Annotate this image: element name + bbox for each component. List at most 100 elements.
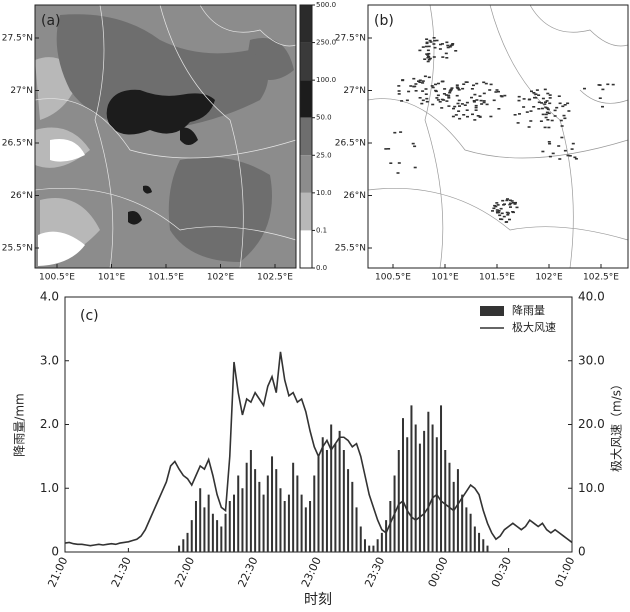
lightning-dot <box>455 84 459 86</box>
lightning-dot <box>495 211 499 213</box>
lightning-dot <box>482 81 486 84</box>
lightning-dot <box>423 58 427 60</box>
y2-tick-label: 20.0 <box>578 417 605 431</box>
lightning-dot <box>505 199 509 202</box>
map-mid <box>56 14 269 131</box>
lightning-dot <box>583 87 586 90</box>
lightning-dot <box>474 106 478 109</box>
lightning-dot <box>548 155 552 158</box>
lightning-dot <box>448 90 452 92</box>
lightning-dot <box>548 142 552 145</box>
lightning-dot <box>426 56 430 59</box>
lightning-dot <box>430 85 434 87</box>
rain-bar <box>233 494 235 552</box>
lightning-dot <box>443 88 447 90</box>
lightning-dot <box>474 104 478 107</box>
lightning-dot <box>457 110 461 112</box>
lightning-dot <box>558 102 562 105</box>
lightning-dot <box>445 100 449 102</box>
lightning-dot <box>568 155 572 157</box>
lightning-dot <box>407 90 411 93</box>
rain-bar <box>342 450 345 552</box>
y-tick-label: 4.0 <box>40 290 59 304</box>
lightning-dot <box>412 77 416 80</box>
rain-bar <box>452 481 455 552</box>
lightning-dot <box>432 43 436 45</box>
lightning-dot <box>497 210 501 212</box>
lightning-dot <box>457 89 461 91</box>
rain-bar <box>423 430 426 552</box>
lightning-dot <box>598 97 602 99</box>
y-tick-label: 0 <box>51 545 59 559</box>
lightning-dot <box>517 95 521 98</box>
lightning-dot <box>537 101 541 104</box>
lightning-dot <box>414 90 418 92</box>
lightning-dot <box>560 136 564 139</box>
rain-bar <box>478 532 481 552</box>
lightning-dot <box>397 90 401 92</box>
x-tick-label: 23:00 <box>299 555 324 589</box>
colorbar-frame <box>299 4 313 269</box>
rain-bar <box>237 475 240 552</box>
lightning-dot <box>566 102 570 105</box>
lightning-dot <box>440 80 444 83</box>
lightning-dot <box>537 94 541 96</box>
lightning-dot <box>458 117 462 120</box>
lightning-dot <box>442 99 446 101</box>
lightning-dot <box>433 39 437 42</box>
rain-bar <box>266 475 269 552</box>
lightning-dot <box>562 114 566 117</box>
rain-bar <box>262 494 265 552</box>
lightning-dot <box>544 106 548 109</box>
lightning-dot <box>426 49 430 52</box>
lightning-dot <box>427 56 431 58</box>
lightning-dot <box>508 218 511 221</box>
rain-bar <box>228 501 231 552</box>
lon-label: 101°E <box>431 273 459 283</box>
lightning-dot <box>418 79 422 82</box>
lightning-dot <box>503 94 507 97</box>
lightning-dot <box>421 99 425 102</box>
colorbar-label: 50.0 <box>316 114 332 122</box>
lat-label: 25.5°N <box>335 244 366 254</box>
colorbar-segment <box>300 80 312 118</box>
lightning-dot <box>479 99 483 102</box>
lightning-dot <box>451 115 455 118</box>
x-tick-label: 01:00 <box>552 555 577 589</box>
x-tick-label: 21:30 <box>109 555 134 589</box>
lightning-dot <box>401 79 405 82</box>
lightning-dot <box>546 92 550 95</box>
y-tick-label: 1.0 <box>40 481 59 495</box>
colorbar-segment <box>300 230 312 268</box>
lat-label: 25.5°N <box>2 244 33 254</box>
lightning-dot <box>457 99 461 102</box>
lightning-dot <box>500 212 504 215</box>
lightning-dot <box>544 113 548 116</box>
lightning-dot <box>393 131 397 134</box>
lightning-dot <box>418 81 422 83</box>
rain-bar <box>207 494 210 552</box>
lightning-dot <box>495 209 499 211</box>
lightning-dot <box>534 93 538 95</box>
rain-bar <box>440 405 443 552</box>
rain-bar <box>258 481 261 552</box>
lightning-dot <box>555 106 559 109</box>
lightning-dot <box>440 107 444 109</box>
lightning-dot <box>545 111 549 114</box>
rain-bar <box>431 424 434 552</box>
map-bg <box>368 5 628 268</box>
lightning-dot <box>448 46 452 48</box>
lightning-dot <box>444 52 448 55</box>
lightning-dot <box>434 90 438 93</box>
colorbar-label: 0.0 <box>316 264 327 272</box>
lightning-dot <box>428 39 432 42</box>
lightning-dot <box>574 158 578 160</box>
rain-bar <box>461 494 464 552</box>
lightning-dot <box>601 88 605 91</box>
lightning-dot <box>429 41 433 43</box>
rain-bar <box>465 507 468 552</box>
lightning-dot <box>427 45 431 48</box>
lightning-dot <box>506 198 509 200</box>
lightning-dot <box>496 204 500 206</box>
lightning-dot <box>518 113 521 115</box>
